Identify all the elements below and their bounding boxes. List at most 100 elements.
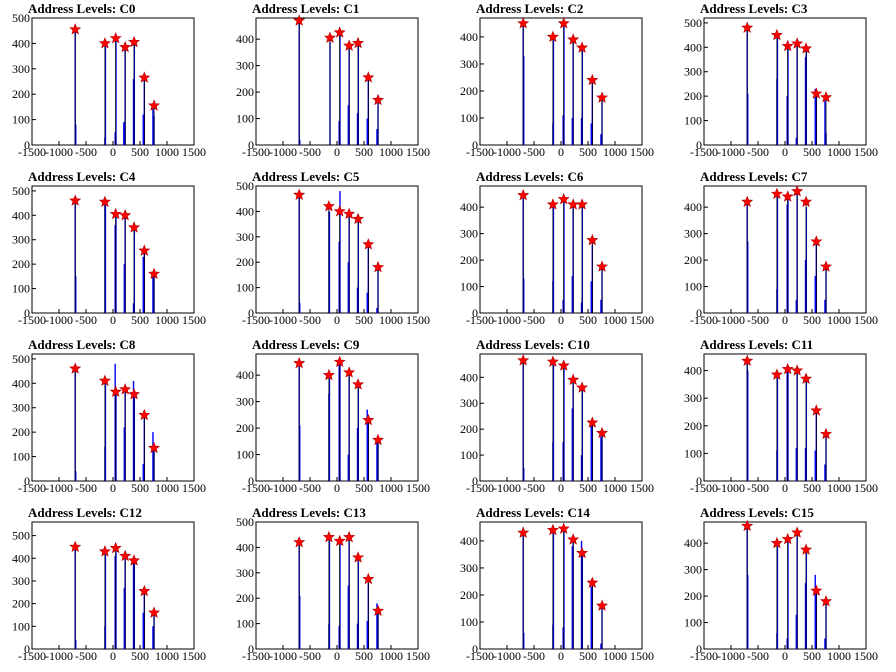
- histogram-bar: [338, 121, 340, 145]
- peak-marker: [138, 71, 151, 83]
- peak-marker: [517, 17, 530, 29]
- x-tick-label: -1500: [690, 649, 718, 663]
- x-tick-label: -1500: [242, 313, 270, 327]
- chart-c2: Address Levels: C2 0 100 200 300 400 -1500 -100…: [460, 1, 654, 159]
- y-tick-label: 0: [24, 306, 30, 320]
- peak-marker: [128, 221, 141, 233]
- x-tick-label: 500: [803, 649, 821, 663]
- x-tick-label: -500: [75, 649, 97, 663]
- chart-c10: Address Levels: C10 0 100 200 300 400 -1500 -10…: [460, 337, 654, 495]
- panel-c7: Address Levels: C7 0 100 200 300 400 -1500 -100…: [672, 168, 896, 336]
- x-tick-label: 1500: [406, 313, 430, 327]
- peak-marker: [791, 184, 804, 197]
- y-tick-label: 500: [12, 11, 30, 25]
- histogram-bar: [562, 115, 564, 145]
- histogram-bar: [75, 639, 77, 649]
- x-tick-label: 500: [131, 313, 149, 327]
- panel-c14: Address Levels: C14 0 100 200 300 400 -1500 -10…: [448, 504, 672, 672]
- peak-marker: [791, 37, 804, 49]
- x-tick-label: -1000: [269, 481, 297, 495]
- peak-marker: [98, 545, 111, 557]
- peak-marker: [820, 595, 833, 607]
- y-tick-label: 200: [684, 89, 702, 103]
- histogram-bar: [132, 380, 135, 481]
- x-tick-label: 0: [782, 481, 788, 495]
- histogram-bar: [747, 241, 749, 313]
- axes-frame: [255, 17, 419, 146]
- histogram-bar: [152, 106, 154, 145]
- chart-c15: Address Levels: C15 0 100 200 300 400 -1500 -10…: [684, 505, 878, 663]
- histogram-bar: [338, 626, 340, 649]
- peak-marker: [128, 554, 141, 566]
- histogram-bar: [571, 546, 574, 649]
- x-tick-label: -500: [299, 649, 321, 663]
- x-tick-label: -1500: [466, 145, 494, 159]
- y-tick-label: 300: [12, 401, 30, 415]
- peak-marker: [362, 413, 375, 426]
- x-tick-label: 0: [334, 313, 340, 327]
- peak-marker: [781, 39, 794, 52]
- histogram-bar: [571, 408, 574, 481]
- histogram-bar: [366, 621, 368, 649]
- x-tick-label: -500: [747, 481, 769, 495]
- x-tick-label: 1500: [854, 145, 878, 159]
- histogram-bar: [523, 278, 525, 313]
- histogram-bar: [814, 88, 816, 145]
- y-tick-label: 0: [248, 306, 254, 320]
- axes-frame: [255, 353, 419, 482]
- peak-marker: [546, 355, 559, 367]
- x-tick-label: -1000: [45, 649, 73, 663]
- chart-title: Address Levels: C15: [700, 505, 814, 520]
- peak-marker: [69, 362, 82, 374]
- x-tick-label: -1500: [242, 481, 270, 495]
- x-tick-label: 500: [803, 145, 821, 159]
- peak-marker: [293, 356, 306, 369]
- peak-marker: [69, 23, 82, 35]
- peak-marker: [517, 354, 530, 366]
- y-tick-label: 0: [696, 642, 702, 656]
- histogram-bar: [590, 421, 592, 481]
- peak-marker: [352, 212, 365, 225]
- y-tick-label: 100: [684, 446, 702, 460]
- x-tick-label: 1000: [827, 481, 851, 495]
- x-tick-label: -1000: [493, 481, 521, 495]
- peak-marker: [109, 541, 122, 554]
- x-tick-label: 1500: [630, 481, 654, 495]
- x-tick-label: 1500: [854, 649, 878, 663]
- chart-title: Address Levels: C6: [476, 169, 584, 184]
- histogram-bar: [114, 363, 116, 481]
- x-tick-label: 500: [355, 145, 373, 159]
- peak-marker: [770, 536, 783, 549]
- histogram-bar: [552, 204, 555, 313]
- histogram-bar: [786, 96, 788, 145]
- y-tick-label: 500: [236, 515, 254, 529]
- y-tick-label: 200: [460, 84, 478, 98]
- histogram-bar: [804, 582, 807, 649]
- y-tick-label: 500: [12, 529, 30, 543]
- y-tick-label: 300: [236, 230, 254, 244]
- x-tick-label: 1500: [182, 649, 206, 663]
- peak-marker: [576, 198, 589, 210]
- x-tick-label: 1000: [603, 145, 627, 159]
- peak-marker: [741, 21, 754, 33]
- y-tick-label: 100: [236, 112, 254, 126]
- histogram-bar: [356, 428, 359, 481]
- peak-marker: [770, 28, 783, 41]
- peak-marker: [810, 87, 823, 99]
- chart-title: Address Levels: C4: [28, 169, 136, 184]
- x-tick-label: -1000: [45, 313, 73, 327]
- peak-marker: [820, 427, 833, 440]
- axes-frame: [479, 521, 643, 650]
- x-tick-label: -500: [747, 649, 769, 663]
- x-tick-label: 1000: [379, 313, 403, 327]
- y-tick-label: 0: [248, 474, 254, 488]
- y-tick-label: 400: [236, 204, 254, 218]
- x-tick-label: 1500: [406, 145, 430, 159]
- y-tick-label: 400: [12, 208, 30, 222]
- histogram-bar: [795, 447, 798, 481]
- panel-c6: Address Levels: C6 0 100 200 300 400 -1500 -100…: [448, 168, 672, 336]
- chart-c12: Address Levels: C12 0 100 200 300 400 500 -1500…: [12, 505, 206, 663]
- y-tick-label: 0: [472, 306, 478, 320]
- x-tick-label: 500: [803, 313, 821, 327]
- y-tick-label: 400: [460, 534, 478, 548]
